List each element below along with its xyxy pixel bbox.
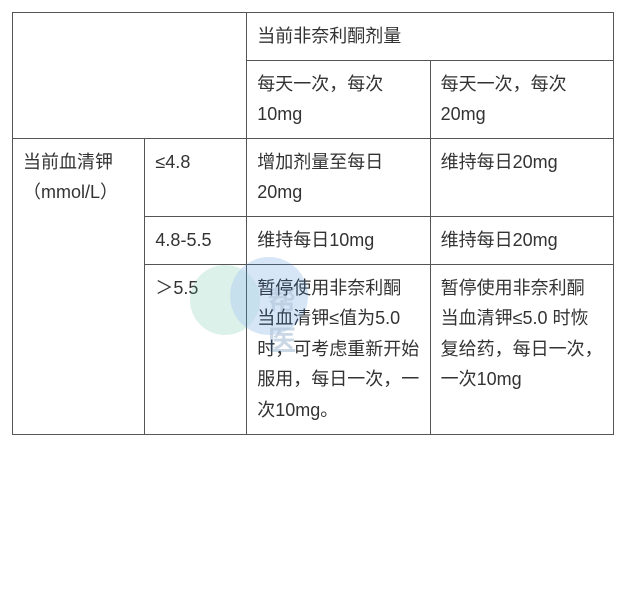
cell-dose10-1: 维持每日10mg bbox=[247, 216, 430, 264]
cell-dose10-2: 暂停使用非奈利酮当血清钾≤值为5.0 时，可考虑重新开始服用，每日一次，一次10… bbox=[247, 264, 430, 434]
row-label-serum-k: 当前血清钾（mmol/L） bbox=[13, 138, 145, 434]
cell-dose10-0: 增加剂量至每日20mg bbox=[247, 138, 430, 216]
cell-dose20-1: 维持每日20mg bbox=[430, 216, 613, 264]
table-row: 当前血清钾（mmol/L） ≤4.8 增加剂量至每日20mg 维持每日20mg bbox=[13, 138, 614, 216]
header-current-dose: 当前非奈利酮剂量 bbox=[247, 13, 614, 61]
header-dose-20mg: 每天一次，每次20mg bbox=[430, 60, 613, 138]
cell-range-0: ≤4.8 bbox=[145, 138, 247, 216]
header-empty bbox=[13, 13, 247, 139]
cell-range-2: ＞5.5 bbox=[145, 264, 247, 434]
cell-dose20-0: 维持每日20mg bbox=[430, 138, 613, 216]
table-header-row-1: 当前非奈利酮剂量 bbox=[13, 13, 614, 61]
dosing-table: 当前非奈利酮剂量 每天一次，每次10mg 每天一次，每次20mg 当前血清钾（m… bbox=[12, 12, 614, 435]
cell-range-1: 4.8-5.5 bbox=[145, 216, 247, 264]
header-dose-10mg: 每天一次，每次10mg bbox=[247, 60, 430, 138]
cell-dose20-2: 暂停使用非奈利酮当血清钾≤5.0 时恢复给药，每日一次，一次10mg bbox=[430, 264, 613, 434]
